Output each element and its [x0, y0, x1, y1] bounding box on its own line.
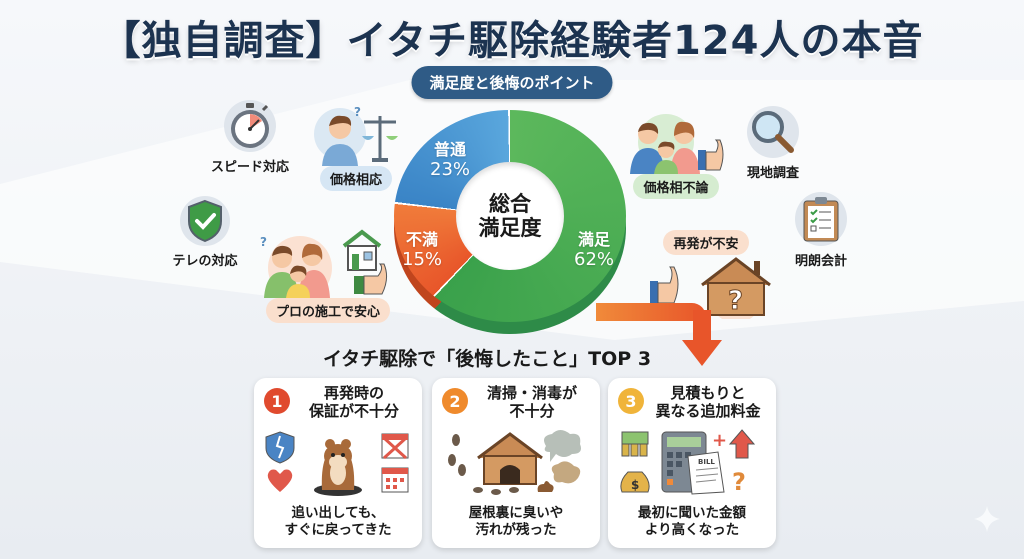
page-title: 【独自調査】イタチ駆除経験者124人の本音 — [100, 18, 924, 64]
top3-heading: イタチ駆除で「後悔したこと」TOP 3 — [322, 348, 652, 370]
point-site-survey: 現地調査 — [738, 106, 808, 181]
point-price-appropriate: ? 価格相応 — [312, 104, 400, 191]
point-tele: テレの対応 — [165, 196, 245, 269]
clipboard-checklist-icon — [795, 192, 847, 246]
card-description: 追い出しても、 すぐに戻ってきた — [284, 504, 392, 539]
arrow-up-icon — [728, 429, 756, 459]
family-house-thumbsup-icon: ? — [258, 228, 398, 300]
segment-label-satisfied: 満足 62% — [574, 230, 615, 271]
flow-arrow-shaft — [596, 303, 706, 321]
shield-check-icon — [180, 196, 230, 246]
card-description: 屋根裏に臭いや 汚れが残った — [468, 504, 564, 539]
sparkle-icon — [974, 506, 1000, 532]
dirty-attic-illustration — [442, 428, 590, 498]
card-title: 清掃・消毒が 不十分 — [486, 384, 577, 420]
svg-text:?: ? — [728, 286, 743, 316]
svg-text:BILL: BILL — [698, 458, 715, 466]
point-label: 明朗会計 — [794, 254, 847, 269]
center-label-line1: 総合 — [489, 191, 531, 216]
card-description: 最初に聞いた金額 より高くなった — [638, 504, 746, 539]
donut-center: 総合 満足度 — [456, 162, 564, 270]
card-title: 見積もりと 異なる追加料金 — [655, 384, 761, 420]
point-pro-work: ? プロの施工で安心 — [258, 228, 398, 323]
bill-icon — [687, 451, 725, 495]
point-label: 現地調査 — [746, 166, 799, 181]
regret-card-3: 3 見積もりと 異なる追加料金 $ BILL +? 最初に聞いた金額 より高くなった — [608, 378, 776, 548]
satisfaction-donut-chart: 総合 満足度 満足 62% 不満 15% 普通 23% — [390, 110, 630, 336]
rank-badge: 2 — [442, 388, 468, 414]
flow-arrow-down — [693, 310, 711, 342]
broken-heart-icon — [267, 469, 293, 492]
weasel-in-hole-illustration — [264, 428, 412, 498]
point-label: 価格相不論 — [633, 174, 719, 199]
svg-text:?: ? — [260, 235, 267, 249]
family-thumbsup-icon — [626, 112, 726, 174]
magnifier-icon — [747, 106, 799, 158]
money-bag-icon — [620, 471, 650, 493]
calculator-bill-illustration: $ BILL +? — [618, 428, 766, 498]
point-price-regardless: 価格相不論 — [626, 112, 726, 199]
regret-card-2: 2 清掃・消毒が 不十分 屋根裏に臭いや 汚れが残った — [432, 378, 600, 548]
house-question-icon: ? — [636, 257, 776, 323]
rank-badge: 1 — [264, 388, 290, 414]
point-label: 再発が不安 — [663, 230, 749, 255]
stopwatch-icon — [224, 100, 276, 152]
point-label: スピード対応 — [210, 160, 289, 175]
point-clear-accounting: 明朗会計 — [786, 192, 856, 269]
segment-label-neutral: 普通 23% — [430, 140, 471, 181]
svg-text:?: ? — [354, 105, 361, 119]
card-title: 再発時の 保証が不十分 — [308, 384, 399, 420]
svg-text:$: $ — [631, 478, 639, 492]
arrow-down-icon — [682, 340, 722, 366]
point-recurrence-worry: 再発が不安 ? — [636, 230, 776, 323]
rank-badge: 3 — [618, 388, 644, 414]
thinking-person-scale-icon: ? — [312, 104, 400, 166]
point-speed: スピード対応 — [205, 100, 295, 175]
point-label: テレの対応 — [172, 254, 238, 269]
svg-text:?: ? — [732, 468, 746, 496]
point-label: 価格相応 — [319, 166, 392, 191]
cash-icon — [621, 431, 649, 445]
regret-card-1: 1 再発時の 保証が不十分 追い出しても、 すぐに戻ってきた — [254, 378, 422, 548]
center-label-line2: 満足度 — [478, 216, 542, 240]
svg-text:+: + — [712, 430, 727, 451]
point-label: プロの施工で安心 — [265, 298, 390, 323]
segment-label-dissatisfied: 不満 15% — [402, 230, 443, 271]
subtitle-pill: 満足度と後悔のポイント — [411, 66, 613, 99]
